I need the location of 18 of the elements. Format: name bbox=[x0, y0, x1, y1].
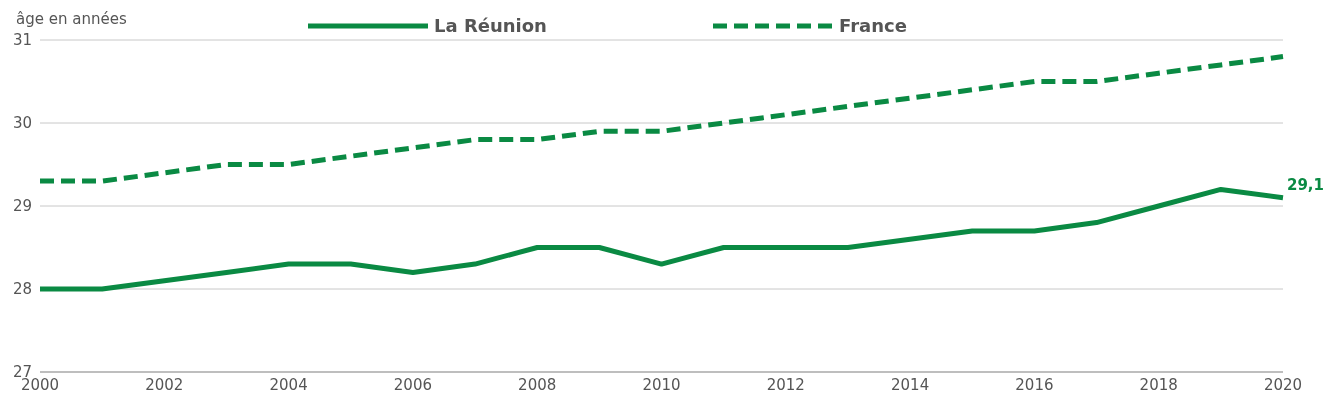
y-tick-label: 28 bbox=[12, 280, 32, 299]
y-tick-label: 30 bbox=[12, 114, 32, 133]
x-tick-label: 2014 bbox=[891, 376, 930, 394]
legend-label: La Réunion bbox=[434, 15, 547, 37]
x-tick-label: 2016 bbox=[1015, 376, 1054, 394]
x-tick-label: 2008 bbox=[518, 376, 557, 394]
x-tick-label: 2004 bbox=[269, 376, 308, 394]
y-tick-label: 31 bbox=[12, 31, 32, 50]
x-tick-label: 2010 bbox=[642, 376, 681, 394]
annotation: 29,1 bbox=[1287, 175, 1325, 194]
y-axis-title: âge en années bbox=[16, 10, 127, 28]
x-tick-label: 2006 bbox=[393, 376, 432, 394]
x-tick-label: 2020 bbox=[1263, 376, 1303, 394]
y-tick-label: 29 bbox=[12, 197, 32, 216]
x-tick-label: 2002 bbox=[145, 376, 184, 394]
legend-label: France bbox=[839, 15, 907, 37]
x-tick-label: 2018 bbox=[1139, 376, 1178, 394]
x-tick-label: 2012 bbox=[766, 376, 805, 394]
